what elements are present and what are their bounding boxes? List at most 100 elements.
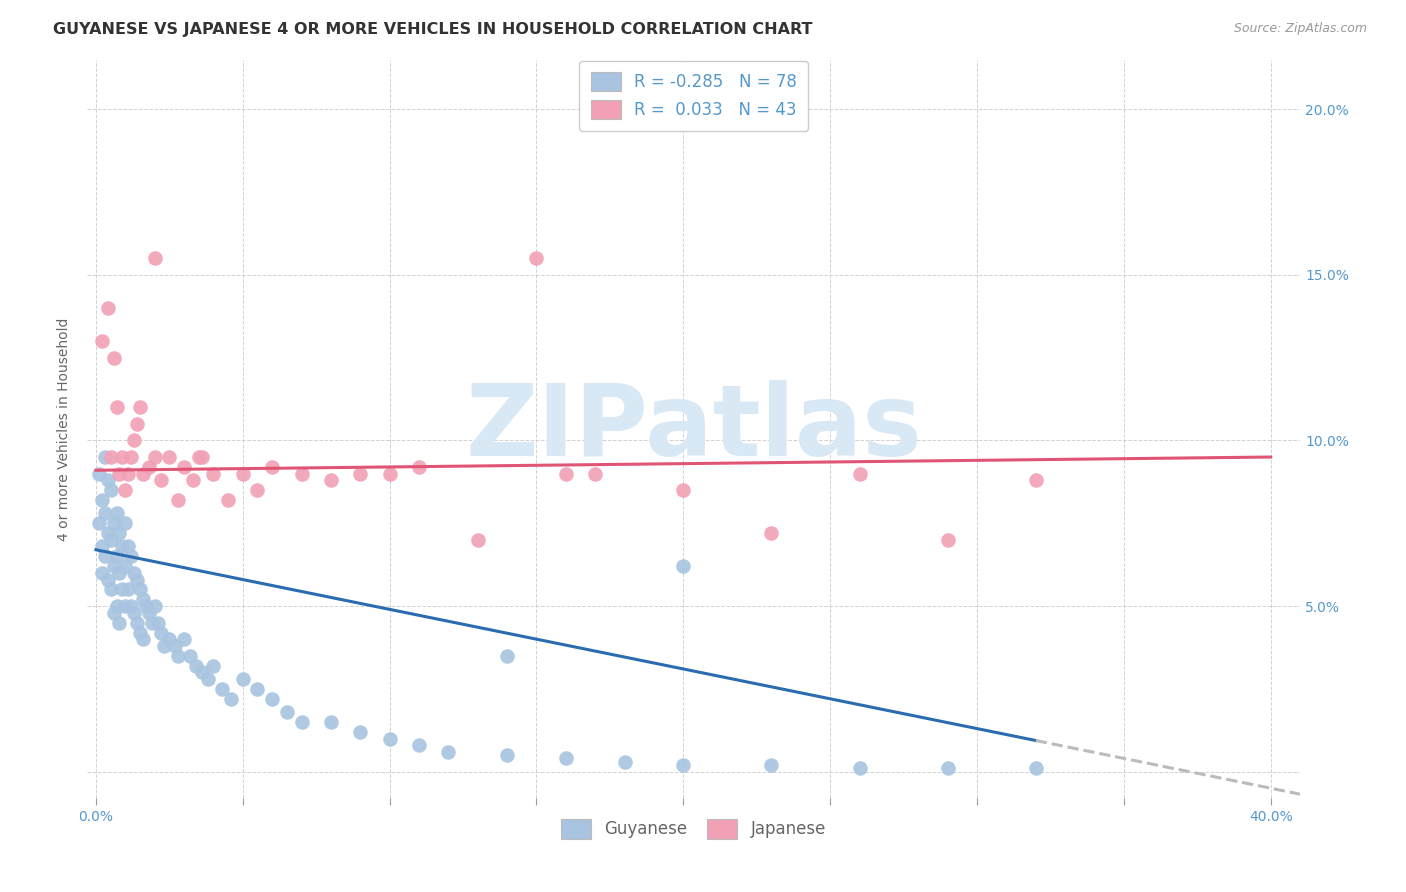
Point <box>613 755 636 769</box>
Point <box>262 691 284 706</box>
Point <box>219 691 242 706</box>
Point <box>114 516 136 531</box>
Point <box>672 758 695 772</box>
Point <box>554 467 576 481</box>
Point <box>87 516 110 531</box>
Point <box>246 681 269 696</box>
Point <box>120 450 142 464</box>
Point <box>122 606 145 620</box>
Point <box>936 533 959 547</box>
Point <box>290 714 312 729</box>
Point <box>114 483 136 497</box>
Point <box>100 533 122 547</box>
Point <box>1025 761 1047 775</box>
Point <box>94 450 117 464</box>
Point <box>90 334 112 348</box>
Point <box>276 705 298 719</box>
Point <box>108 467 131 481</box>
Point <box>111 450 134 464</box>
Point <box>135 599 157 613</box>
Point <box>187 450 209 464</box>
Point <box>672 483 695 497</box>
Point <box>217 493 239 508</box>
Point <box>97 526 120 541</box>
Point <box>122 434 145 448</box>
Point <box>437 745 460 759</box>
Point <box>165 639 187 653</box>
Text: Source: ZipAtlas.com: Source: ZipAtlas.com <box>1233 22 1367 36</box>
Point <box>117 582 139 597</box>
Point <box>97 301 120 315</box>
Point <box>173 459 195 474</box>
Point <box>105 506 128 520</box>
Point <box>496 748 519 763</box>
Point <box>90 493 112 508</box>
Point <box>143 252 166 266</box>
Point <box>202 658 225 673</box>
Point <box>319 473 342 487</box>
Point <box>103 351 125 365</box>
Point <box>232 672 254 686</box>
Point <box>97 573 120 587</box>
Point <box>129 625 152 640</box>
Point <box>1025 473 1047 487</box>
Point <box>117 540 139 554</box>
Point <box>129 401 152 415</box>
Point <box>554 751 576 765</box>
Point <box>202 467 225 481</box>
Point <box>583 467 606 481</box>
Point <box>129 582 152 597</box>
Point <box>349 467 371 481</box>
Point <box>103 559 125 574</box>
Point <box>143 450 166 464</box>
Point <box>114 559 136 574</box>
Point <box>290 467 312 481</box>
Point <box>138 606 160 620</box>
Point <box>125 615 148 630</box>
Point <box>848 467 870 481</box>
Point <box>90 566 112 580</box>
Point <box>111 582 134 597</box>
Point <box>149 473 172 487</box>
Point <box>936 761 959 775</box>
Point <box>319 714 342 729</box>
Point <box>100 450 122 464</box>
Point <box>120 599 142 613</box>
Point <box>232 467 254 481</box>
Point <box>94 549 117 564</box>
Point <box>105 599 128 613</box>
Text: ZIPatlas: ZIPatlas <box>465 380 922 477</box>
Point <box>108 526 131 541</box>
Point <box>167 648 190 663</box>
Point <box>105 401 128 415</box>
Point <box>108 566 131 580</box>
Point <box>157 450 180 464</box>
Point <box>526 252 548 266</box>
Legend: Guyanese, Japanese: Guyanese, Japanese <box>554 813 832 846</box>
Point <box>190 665 212 680</box>
Point <box>132 632 155 647</box>
Point <box>467 533 489 547</box>
Point <box>408 459 430 474</box>
Point <box>94 506 117 520</box>
Point <box>197 672 219 686</box>
Point <box>114 599 136 613</box>
Point <box>100 483 122 497</box>
Point <box>97 473 120 487</box>
Point <box>132 592 155 607</box>
Point <box>672 559 695 574</box>
Point <box>848 761 870 775</box>
Point <box>132 467 155 481</box>
Point <box>125 417 148 431</box>
Point <box>761 526 783 541</box>
Point <box>103 516 125 531</box>
Point <box>179 648 201 663</box>
Text: GUYANESE VS JAPANESE 4 OR MORE VEHICLES IN HOUSEHOLD CORRELATION CHART: GUYANESE VS JAPANESE 4 OR MORE VEHICLES … <box>53 22 813 37</box>
Point <box>125 573 148 587</box>
Point <box>138 459 160 474</box>
Point <box>246 483 269 497</box>
Point <box>184 658 207 673</box>
Point <box>141 615 163 630</box>
Point <box>262 459 284 474</box>
Point <box>100 582 122 597</box>
